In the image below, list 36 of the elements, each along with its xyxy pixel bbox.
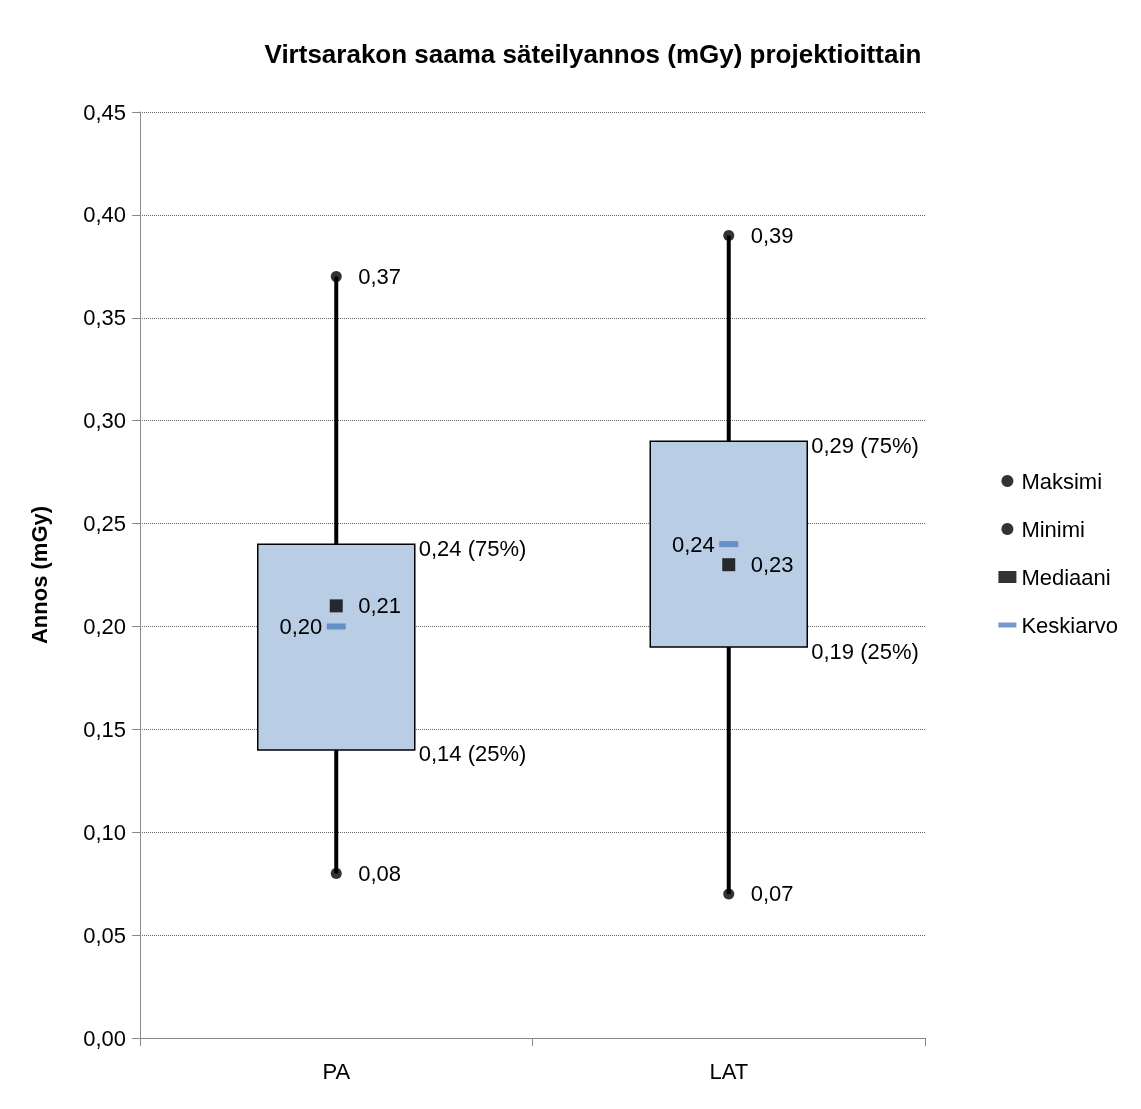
annotation: 0,20 bbox=[279, 613, 323, 639]
point bbox=[330, 271, 342, 283]
annotation: 0,39 bbox=[750, 222, 794, 248]
annotation: 0,29 (75%) bbox=[811, 432, 919, 458]
annotation: 0,08 bbox=[358, 860, 402, 886]
legend-label: Maksimi bbox=[1021, 468, 1103, 494]
point bbox=[329, 599, 343, 613]
y-tick-label: 0,35 bbox=[83, 305, 126, 331]
legend-label: Mediaani bbox=[1021, 564, 1111, 590]
y-tick-label: 0,45 bbox=[83, 99, 126, 125]
chart-title: Virtsarakon saama säteilyannos (mGy) projektioittain bbox=[264, 39, 922, 69]
annotation: 0,24 (75%) bbox=[418, 535, 527, 561]
point bbox=[723, 229, 735, 241]
legend-label: Minimi bbox=[1021, 516, 1085, 542]
y-tick-label: 0,40 bbox=[83, 202, 126, 228]
annotation: 0,24 bbox=[671, 531, 715, 557]
x-tick-label: PA bbox=[322, 1058, 351, 1084]
annotation: 0,21 bbox=[358, 593, 402, 619]
y-axis-title: Annos (mGy) bbox=[26, 505, 52, 645]
y-tick-label: 0,15 bbox=[83, 716, 126, 742]
x-tick-label: LAT bbox=[709, 1058, 749, 1084]
y-tick-label: 0,00 bbox=[83, 1025, 126, 1051]
y-tick-label: 0,05 bbox=[83, 922, 126, 948]
y-tick-label: 0,20 bbox=[83, 613, 126, 639]
annotation: 0,07 bbox=[750, 881, 794, 907]
y-tick-label: 0,30 bbox=[83, 408, 126, 434]
annotation: 0,23 bbox=[750, 552, 794, 578]
annotation: 0,14 (25%) bbox=[418, 741, 527, 767]
y-tick-label: 0,25 bbox=[83, 511, 126, 537]
point bbox=[723, 888, 735, 900]
y-tick-label: 0,10 bbox=[83, 819, 126, 845]
annotation: 0,19 (25%) bbox=[811, 638, 919, 664]
legend-label: Keskiarvo bbox=[1021, 612, 1118, 638]
annotation: 0,37 bbox=[358, 264, 402, 290]
point bbox=[330, 867, 342, 879]
point bbox=[722, 558, 736, 572]
